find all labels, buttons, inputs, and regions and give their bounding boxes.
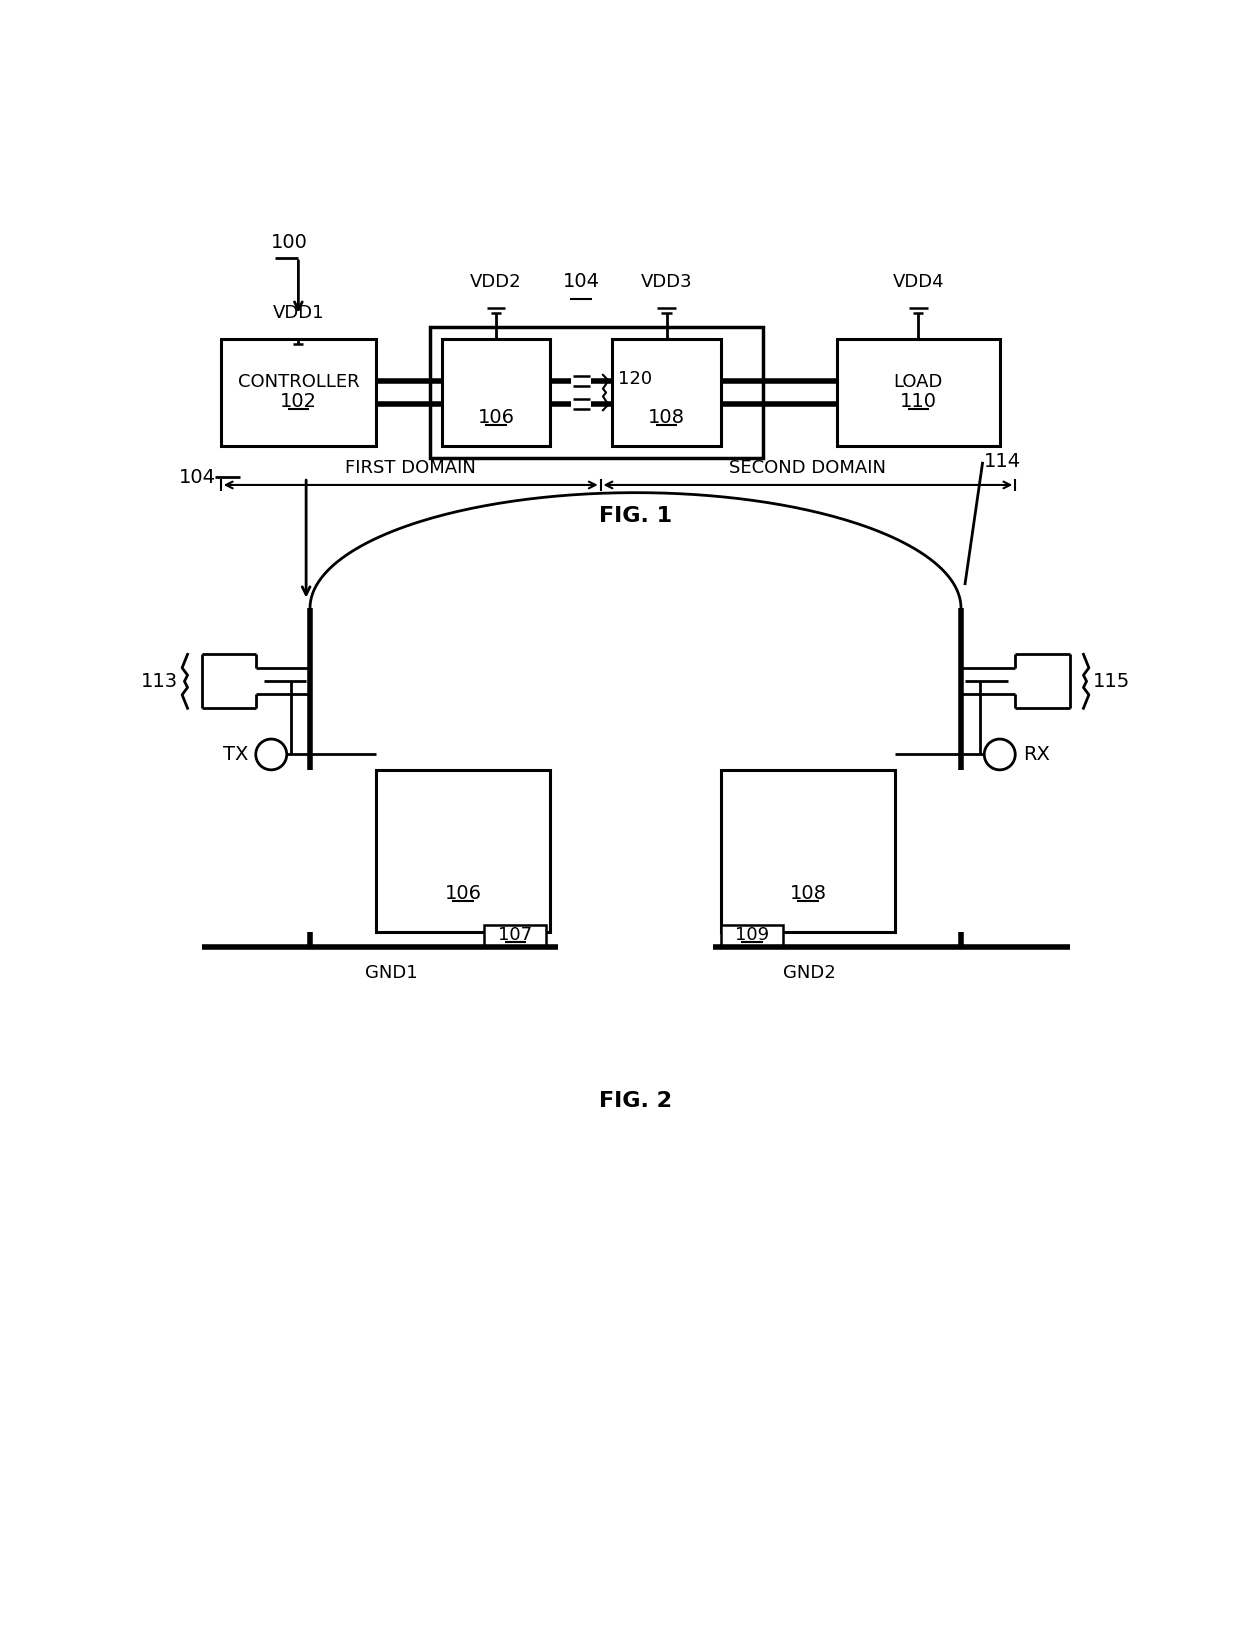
Text: 115: 115 [1092,672,1130,692]
Bar [720,770,895,932]
Text: 108: 108 [649,407,684,427]
Text: 108: 108 [790,883,826,903]
Text: FIG. 1: FIG. 1 [599,505,672,526]
Text: GND1: GND1 [365,965,418,983]
Text: 114: 114 [985,453,1022,471]
Text: 100: 100 [272,234,308,252]
Text: 110: 110 [900,392,937,412]
Text: GND2: GND2 [782,965,836,983]
Text: VDD2: VDD2 [470,273,522,291]
Text: SECOND DOMAIN: SECOND DOMAIN [729,459,887,477]
Bar [613,338,720,446]
Text: 106: 106 [445,883,481,903]
Text: 113: 113 [141,672,179,692]
Text: VDD4: VDD4 [893,273,944,291]
Bar [430,327,764,458]
Text: 104: 104 [563,271,600,291]
Text: 102: 102 [280,392,317,412]
Text: FIRST DOMAIN: FIRST DOMAIN [345,459,476,477]
Text: FIG. 2: FIG. 2 [599,1091,672,1110]
Text: LOAD: LOAD [894,373,944,391]
Text: 106: 106 [477,407,515,427]
Text: 120: 120 [619,370,652,387]
Bar [485,925,547,947]
Bar [221,338,376,446]
Text: TX: TX [223,746,248,764]
Text: CONTROLLER: CONTROLLER [238,373,360,391]
Bar [441,338,551,446]
Text: 107: 107 [498,927,532,945]
Bar [837,338,999,446]
Bar [376,770,551,932]
Text: 109: 109 [734,927,769,945]
Text: RX: RX [1023,746,1050,764]
Bar [720,925,782,947]
Text: VDD3: VDD3 [641,273,692,291]
Text: 104: 104 [179,468,216,487]
Text: VDD1: VDD1 [273,304,324,322]
